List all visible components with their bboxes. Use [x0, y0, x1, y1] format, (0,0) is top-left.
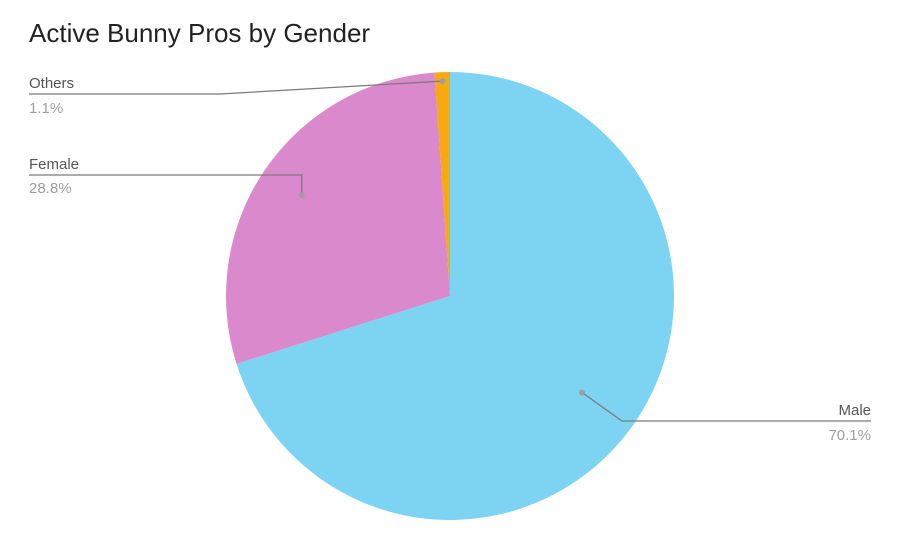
leader-line-female: [29, 174, 303, 196]
slice-label-male: Male: [838, 402, 871, 419]
pie-slice-others: [434, 72, 450, 296]
leader-line-others: [29, 80, 443, 95]
leader-line-male: [581, 392, 871, 422]
leader-dot-female: [298, 192, 305, 199]
pie-slices: [225, 72, 674, 521]
slice-percent-male: 70.1%: [828, 427, 871, 444]
slice-label-others: Others: [29, 75, 74, 92]
slice-percent-others: 1.1%: [29, 100, 63, 117]
slice-percent-female: 28.8%: [29, 180, 72, 197]
leader-dot-others: [439, 78, 446, 85]
slice-labels: Male 70.1% Female 28.8% Others 1.1%: [29, 75, 871, 444]
chart-title: Active Bunny Pros by Gender: [29, 18, 371, 48]
leader-dot-male: [578, 389, 585, 396]
pie-slice-female: [225, 72, 450, 364]
pie-slice-male: [236, 72, 674, 521]
slice-label-female: Female: [29, 156, 79, 173]
